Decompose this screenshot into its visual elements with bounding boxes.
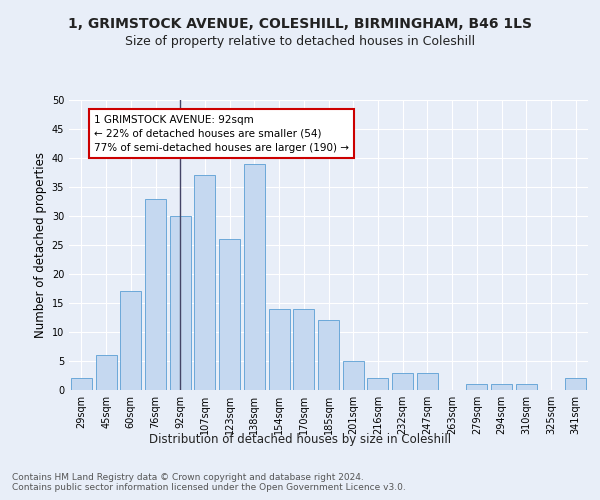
Bar <box>565 378 586 390</box>
Y-axis label: Number of detached properties: Number of detached properties <box>34 152 47 338</box>
Bar <box>367 378 388 390</box>
Bar <box>170 216 191 390</box>
Bar <box>145 198 166 390</box>
Bar <box>392 372 413 390</box>
Bar <box>343 361 364 390</box>
Bar <box>318 320 339 390</box>
Bar <box>269 309 290 390</box>
Bar <box>120 292 141 390</box>
Bar <box>293 309 314 390</box>
Bar <box>71 378 92 390</box>
Bar <box>516 384 537 390</box>
Bar <box>466 384 487 390</box>
Bar <box>491 384 512 390</box>
Text: Distribution of detached houses by size in Coleshill: Distribution of detached houses by size … <box>149 432 451 446</box>
Bar <box>219 239 240 390</box>
Bar <box>244 164 265 390</box>
Bar <box>95 355 116 390</box>
Bar <box>417 372 438 390</box>
Text: Size of property relative to detached houses in Coleshill: Size of property relative to detached ho… <box>125 35 475 48</box>
Text: 1, GRIMSTOCK AVENUE, COLESHILL, BIRMINGHAM, B46 1LS: 1, GRIMSTOCK AVENUE, COLESHILL, BIRMINGH… <box>68 18 532 32</box>
Text: 1 GRIMSTOCK AVENUE: 92sqm
← 22% of detached houses are smaller (54)
77% of semi-: 1 GRIMSTOCK AVENUE: 92sqm ← 22% of detac… <box>94 114 349 152</box>
Text: Contains HM Land Registry data © Crown copyright and database right 2024.
Contai: Contains HM Land Registry data © Crown c… <box>12 472 406 492</box>
Bar <box>194 176 215 390</box>
